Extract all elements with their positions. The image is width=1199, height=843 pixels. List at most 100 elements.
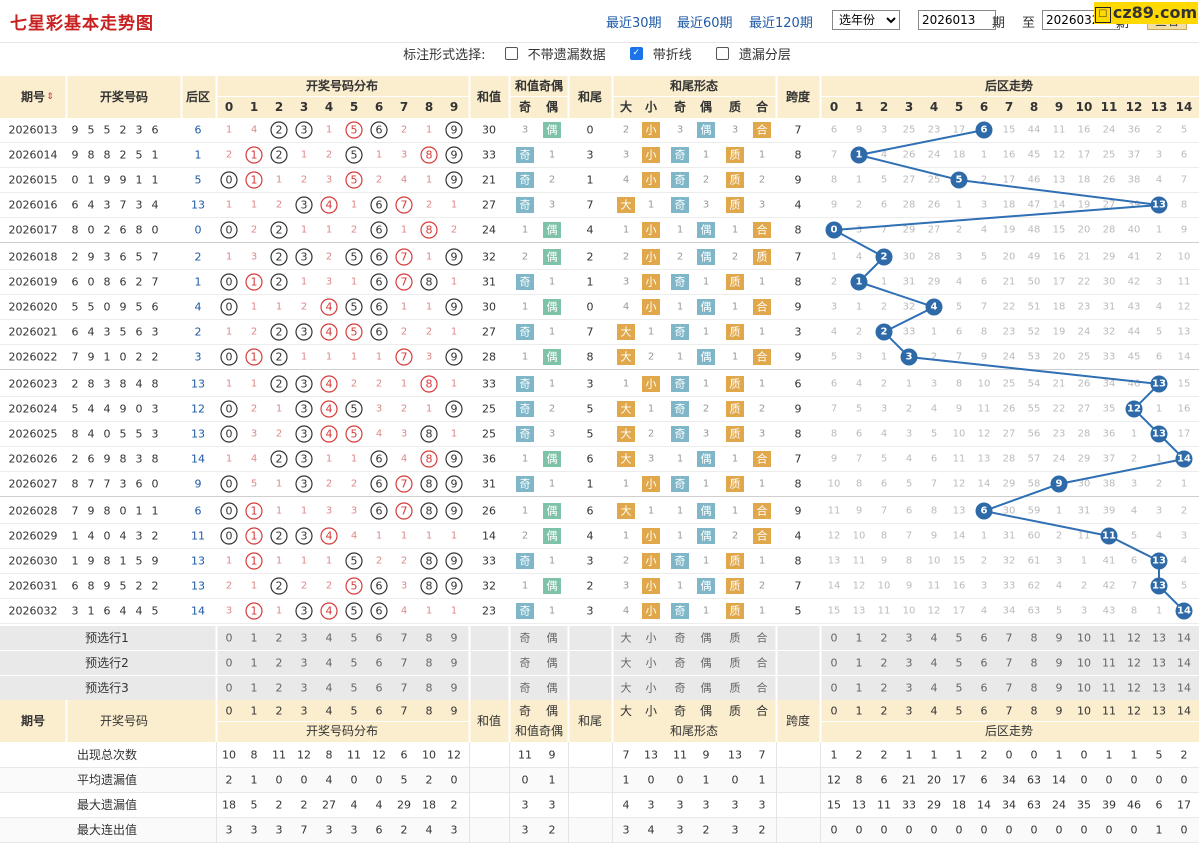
stats-value: 3 bbox=[251, 824, 258, 837]
footer-dist-col: 1 bbox=[251, 705, 258, 718]
back-col-label: 2 bbox=[880, 100, 888, 114]
dist-ball-digit: 7 bbox=[401, 251, 408, 264]
oe-label: 偶 bbox=[547, 224, 558, 237]
draw-digit: 3 bbox=[152, 326, 159, 339]
dist-ball bbox=[245, 273, 263, 291]
omission-value: 24 bbox=[1078, 327, 1091, 338]
dist-ball-digit: 6 bbox=[376, 124, 383, 137]
dist-ball bbox=[270, 121, 288, 139]
omission-value: 19 bbox=[1053, 327, 1066, 338]
omission-value: 1 bbox=[759, 556, 765, 567]
dist-ball-digit: 1 bbox=[251, 555, 258, 568]
omission-value: 33 bbox=[903, 327, 916, 338]
oe-badge bbox=[543, 122, 561, 138]
back-number: 6 bbox=[195, 505, 202, 518]
from-issue-input[interactable] bbox=[918, 10, 996, 30]
omission-value: 25 bbox=[928, 175, 941, 186]
page-title: 七星彩基本走势图 bbox=[10, 14, 154, 34]
omission-value: 31 bbox=[1078, 506, 1091, 517]
oe-badge bbox=[543, 299, 561, 315]
draw-digit: 9 bbox=[88, 251, 95, 264]
dist-ball bbox=[420, 375, 438, 393]
checkbox-checked-icon[interactable]: ✓ bbox=[629, 47, 643, 60]
draw-digit: 9 bbox=[104, 174, 111, 187]
draw-digit: 8 bbox=[88, 580, 95, 593]
preselect-digit: 5 bbox=[351, 632, 358, 645]
back-number: 9 bbox=[195, 478, 202, 491]
dist-ball-digit: 1 bbox=[251, 530, 258, 543]
omission-value: 60 bbox=[1028, 531, 1041, 542]
omission-value: 1 bbox=[732, 454, 738, 465]
form-label: 奇 bbox=[675, 605, 686, 618]
stats-value: 0 bbox=[376, 774, 383, 787]
omission-value: 3 bbox=[1156, 277, 1162, 288]
form-badge bbox=[726, 553, 744, 569]
back-col-label: 13 bbox=[1151, 100, 1168, 114]
omission-value: 4 bbox=[401, 606, 407, 617]
preselect-back: 4 bbox=[931, 682, 938, 695]
omission-value: 2 bbox=[759, 404, 765, 415]
footer-back-col: 7 bbox=[1006, 705, 1013, 718]
form-label: 奇 bbox=[675, 199, 686, 212]
omission-value: 1 bbox=[703, 606, 709, 617]
omission-value: 25 bbox=[903, 125, 916, 136]
draw-digit: 0 bbox=[152, 478, 159, 491]
draw-digit: 8 bbox=[104, 149, 111, 162]
recent-60-link[interactable]: 最近60期 bbox=[677, 16, 733, 31]
form-badge bbox=[642, 528, 660, 544]
omission-value: 42 bbox=[1128, 277, 1141, 288]
omission-value: 1 bbox=[401, 379, 407, 390]
option-with-line[interactable]: ✓ 带折线 bbox=[625, 44, 697, 63]
draw-digit: 2 bbox=[120, 124, 127, 137]
preselect-digit: 8 bbox=[426, 657, 433, 670]
omission-value: 3 bbox=[326, 277, 332, 288]
stats-value: 13 bbox=[852, 799, 866, 812]
draw-digit: 6 bbox=[104, 605, 111, 618]
watermark-logo: ☐ cz89.com bbox=[1094, 2, 1198, 24]
trend-ball bbox=[1125, 400, 1143, 418]
form-badge bbox=[671, 172, 689, 188]
stats-value: 2 bbox=[856, 749, 863, 762]
form-label: 质 bbox=[730, 326, 741, 339]
omission-value: 2 bbox=[251, 404, 257, 415]
year-select[interactable]: 选年份 bbox=[832, 10, 900, 30]
omission-value: 4 bbox=[1156, 531, 1162, 542]
span-value: 8 bbox=[795, 478, 802, 491]
omission-value: 10 bbox=[878, 581, 891, 592]
dist-ball bbox=[445, 577, 463, 595]
stats-value: 1 bbox=[623, 774, 630, 787]
omission-value: 1 bbox=[703, 327, 709, 338]
omission-value: 1 bbox=[426, 606, 432, 617]
omission-value: 31 bbox=[903, 277, 916, 288]
stats-value: 10 bbox=[222, 749, 236, 762]
omission-value: 2 bbox=[703, 404, 709, 415]
option-omission-layer[interactable]: 遗漏分层 bbox=[711, 44, 796, 63]
omission-value: 49 bbox=[1028, 252, 1041, 263]
omission-value: 1 bbox=[677, 352, 683, 363]
preselect-back: 8 bbox=[1031, 657, 1038, 670]
footer-dist-col: 8 bbox=[426, 705, 433, 718]
checkbox-icon[interactable] bbox=[715, 47, 729, 60]
footer-form-col: 大 bbox=[620, 704, 632, 718]
draw-digit: 0 bbox=[104, 301, 111, 314]
trend-ball-digit: 1 bbox=[856, 277, 863, 288]
stats-value: 0 bbox=[1056, 824, 1063, 837]
omission-value: 1 bbox=[376, 531, 382, 542]
omission-value: 17 bbox=[1178, 429, 1191, 440]
table-row bbox=[0, 472, 1199, 497]
omission-value: 1 bbox=[326, 225, 332, 236]
draw-digit: 2 bbox=[152, 580, 159, 593]
dist-ball-digit: 2 bbox=[276, 351, 283, 364]
recent-30-link[interactable]: 最近30期 bbox=[606, 16, 662, 31]
option-no-omission[interactable]: 不带遗漏数据 bbox=[500, 44, 611, 63]
omission-value: 5 bbox=[881, 175, 887, 186]
checkbox-icon[interactable] bbox=[504, 47, 518, 60]
recent-120-link[interactable]: 最近120期 bbox=[749, 16, 813, 31]
preselect-back: 2 bbox=[881, 657, 888, 670]
dist-ball-digit: 3 bbox=[301, 199, 308, 212]
omission-value: 2 bbox=[623, 125, 629, 136]
omission-value: 9 bbox=[856, 125, 862, 136]
form-label: 质 bbox=[730, 478, 741, 491]
dist-ball-digit: 2 bbox=[276, 378, 283, 391]
omission-value: 57 bbox=[1028, 454, 1041, 465]
